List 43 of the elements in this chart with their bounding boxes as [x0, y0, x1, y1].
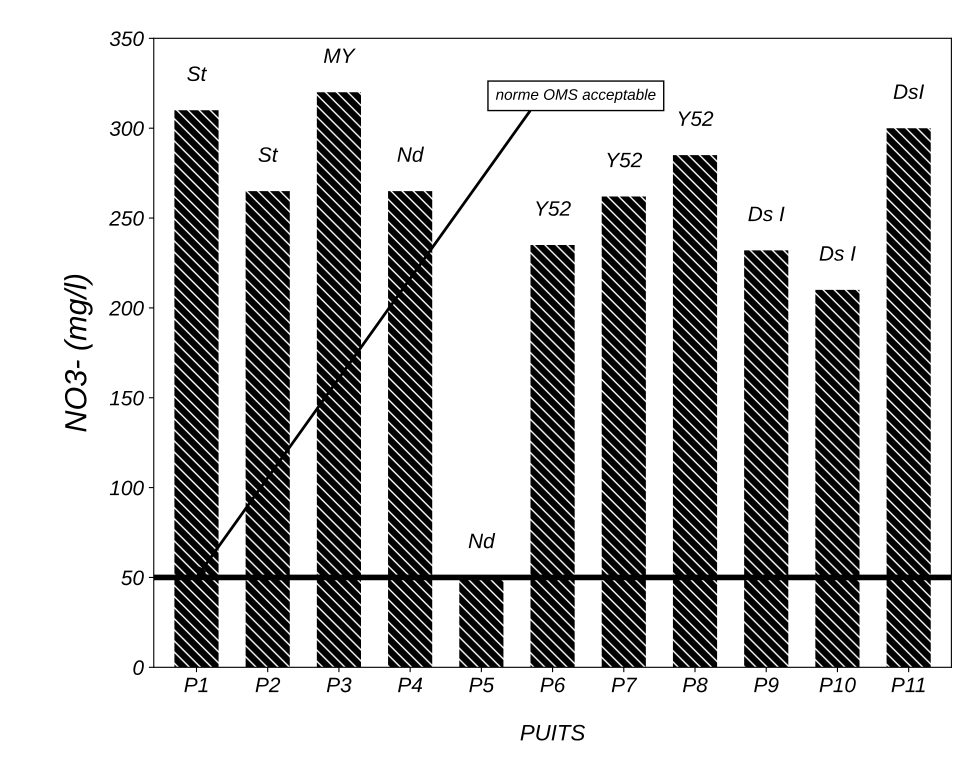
x-tick-label: P10: [820, 678, 856, 692]
data-label: DsI: [894, 84, 924, 100]
data-label: Ds I: [748, 206, 785, 222]
y-axis-title: NO3- (mg/l): [64, 274, 93, 432]
x-tick-label: P8: [682, 678, 708, 692]
x-tick-label: P4: [398, 678, 422, 692]
x-tick-label: P5: [469, 678, 494, 692]
data-label: Y52: [536, 201, 571, 216]
x-tick-label: P1: [184, 678, 208, 692]
data-label: MY: [324, 48, 356, 63]
y-tick-label: 50: [121, 570, 144, 586]
x-tick-label: P7: [612, 678, 638, 692]
y-tick-label: 200: [109, 300, 144, 316]
x-tick-label: P2: [256, 678, 280, 692]
data-label: St: [258, 147, 278, 162]
y-tick-label: 250: [109, 211, 144, 226]
x-tick-label: P3: [326, 678, 352, 692]
bar: [886, 128, 931, 668]
y-tick-label: 300: [110, 121, 144, 136]
x-tick-label: P11: [892, 678, 925, 692]
bar: [388, 191, 432, 668]
x-axis-title: PUITS: [520, 724, 586, 741]
bar: [602, 196, 646, 668]
y-tick-label: 350: [110, 31, 144, 46]
bar: [316, 92, 361, 668]
data-label: Y52: [607, 152, 642, 168]
bar: [815, 290, 860, 668]
annotation: norme OMS acceptable: [496, 88, 656, 103]
y-tick-label: 0: [133, 660, 144, 676]
bar: [744, 250, 788, 668]
data-label: Y52: [678, 111, 714, 126]
bar: [246, 191, 290, 668]
data-label: Nd: [397, 146, 424, 162]
bar: [530, 245, 575, 668]
x-tick-label: P9: [754, 678, 779, 692]
data-label: St: [187, 66, 208, 82]
y-tick-label: 150: [110, 390, 144, 406]
x-tick-label: P6: [540, 678, 566, 692]
data-label: Ds I: [820, 246, 856, 261]
bar: [672, 155, 718, 668]
bar: [174, 110, 219, 668]
y-tick-label: 100: [110, 480, 144, 496]
data-label: Nd: [468, 533, 496, 548]
